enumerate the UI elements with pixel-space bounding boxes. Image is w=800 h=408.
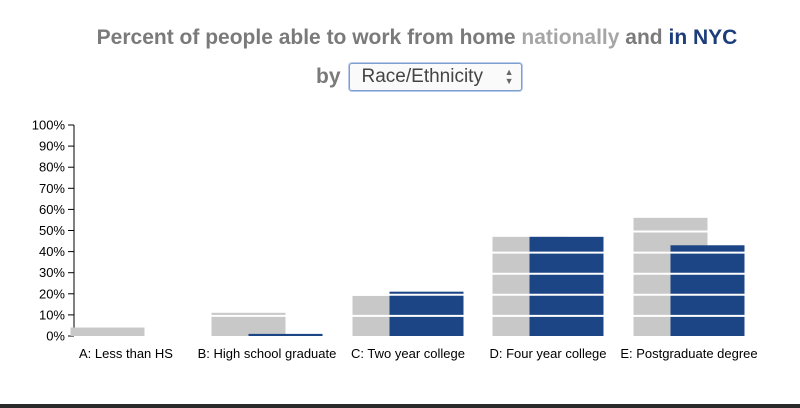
y-tick-label: 100% bbox=[32, 118, 66, 133]
y-tick-label: 30% bbox=[39, 265, 65, 280]
grouping-select-value: Race/Ethnicity bbox=[361, 66, 483, 87]
x-category-label: E: Postgraduate degree bbox=[620, 346, 757, 361]
y-tick-label: 0% bbox=[46, 329, 65, 344]
y-tick-label: 10% bbox=[39, 307, 65, 322]
chart-title: Percent of people able to work from home… bbox=[0, 26, 800, 50]
y-tick-label: 40% bbox=[39, 244, 65, 259]
x-category-label: C: Two year college bbox=[351, 346, 465, 361]
x-category-label: D: Four year college bbox=[489, 346, 606, 361]
select-arrows-icon: ▲ ▼ bbox=[504, 67, 514, 86]
y-tick-label: 20% bbox=[39, 286, 65, 301]
x-category-label: B: High school graduate bbox=[198, 346, 337, 361]
title-nyc: in NYC bbox=[668, 26, 738, 49]
national-bar bbox=[211, 312, 286, 336]
nyc-bar bbox=[248, 333, 323, 336]
title-selector-row: by Race/Ethnicity ▲ ▼ bbox=[316, 60, 522, 94]
nyc-bar bbox=[670, 245, 745, 336]
y-tick-label: 80% bbox=[39, 160, 65, 175]
bottom-divider bbox=[0, 404, 800, 408]
title-and: and bbox=[625, 26, 663, 49]
y-tick-label: 60% bbox=[39, 202, 65, 217]
nyc-bar bbox=[389, 291, 464, 336]
grouping-select[interactable]: Race/Ethnicity ▲ ▼ bbox=[348, 63, 522, 91]
x-category-label: A: Less than HS bbox=[79, 346, 173, 361]
y-tick-label: 90% bbox=[39, 139, 65, 154]
title-nationally: nationally bbox=[521, 26, 620, 49]
y-tick-label: 70% bbox=[39, 181, 65, 196]
title-by: by bbox=[316, 65, 341, 88]
national-bar bbox=[70, 327, 145, 336]
y-tick-label: 50% bbox=[39, 223, 65, 238]
title-prefix: Percent of people able to work from home bbox=[96, 26, 516, 49]
